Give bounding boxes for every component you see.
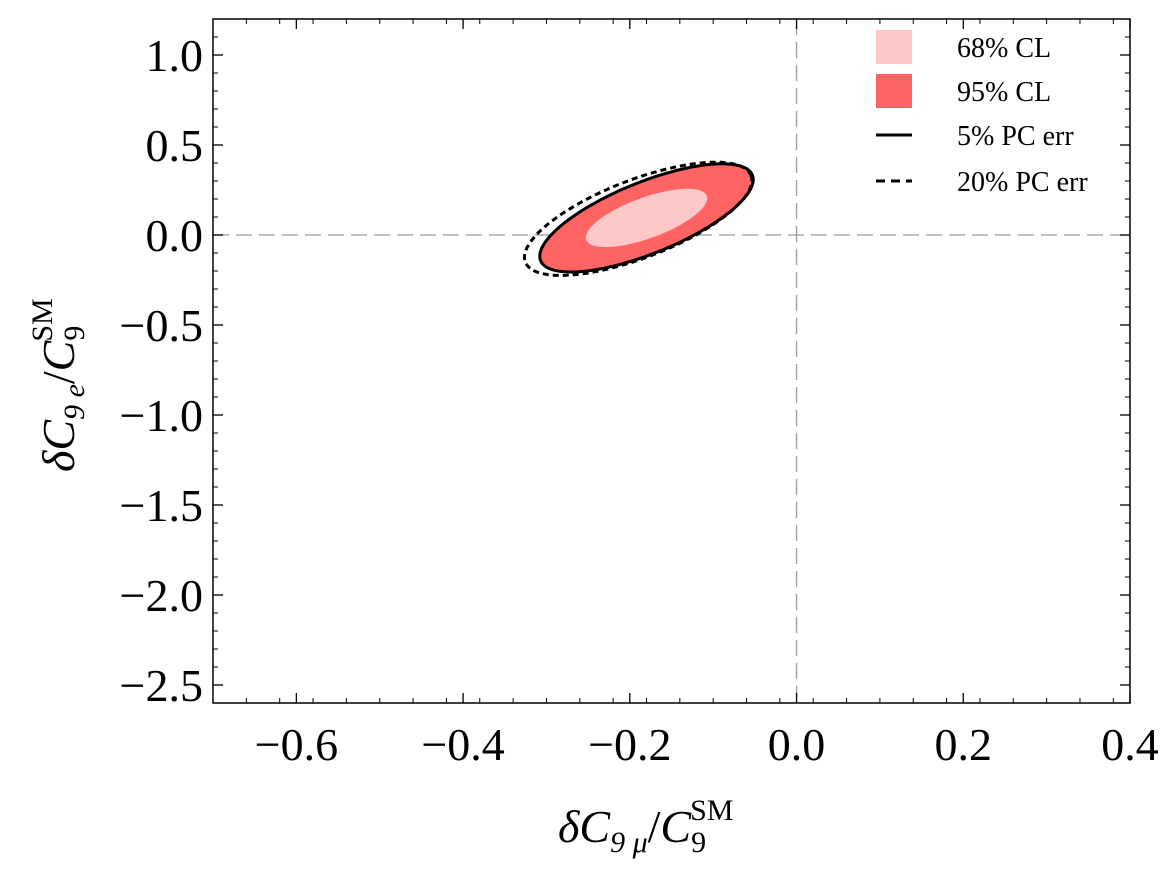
reference-lines (213, 19, 1130, 703)
legend-label-pc20: 20% PC err (957, 167, 1088, 198)
y-tick-label: 0.0 (146, 210, 204, 261)
confidence-regions (540, 164, 753, 272)
legend: 68% CL 95% CL 5% PC err 20% PC err (876, 30, 1088, 198)
y-tick-label: −1.5 (120, 480, 203, 531)
y-tick-label: 1.0 (146, 30, 204, 81)
legend-label-cl95: 95% CL (957, 77, 1051, 108)
y-tick-label: 0.5 (146, 120, 204, 171)
y-tick-label: −0.5 (120, 300, 203, 351)
contour-pc20 (523, 160, 754, 277)
plot-frame (212, 18, 1131, 704)
legend-swatch-cl95 (876, 74, 912, 108)
x-tick-label: 0.0 (768, 719, 826, 770)
contour-pc5 (538, 162, 755, 274)
legend-swatch-cl68 (876, 30, 912, 64)
y-tick-label: −1.0 (120, 390, 203, 441)
axis-ticks (212, 18, 1131, 704)
y-tick-label: −2.0 (120, 570, 203, 621)
x-tick-label: −0.6 (255, 719, 338, 770)
legend-label-cl68: 68% CL (957, 33, 1051, 64)
y-tick-label: −2.5 (120, 660, 203, 711)
contour-lines (523, 160, 755, 277)
x-tick-label: −0.2 (588, 719, 671, 770)
x-tick-label: 0.2 (935, 719, 993, 770)
tick-labels: −0.6 −0.4 −0.2 0.0 0.2 0.4 1.0 0.5 0.0 −0.5 −1.0 −1… (120, 30, 1159, 770)
x-tick-label: −0.4 (421, 719, 504, 770)
x-axis-label: δC9 μ/C9SM (558, 794, 733, 859)
legend-label-pc5: 5% PC err (957, 121, 1074, 152)
y-axis-label: δC9 e/C9SM (26, 298, 91, 472)
region-cl68 (585, 188, 708, 248)
x-tick-label: 0.4 (1101, 719, 1159, 770)
